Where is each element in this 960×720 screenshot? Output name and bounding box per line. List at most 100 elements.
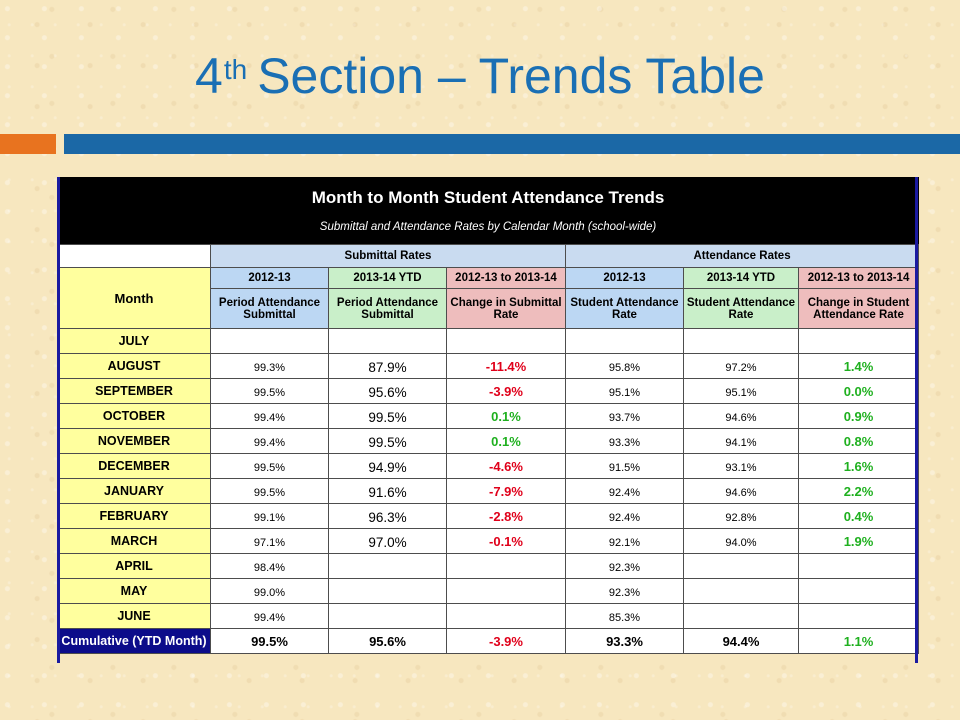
table-row: MAY 99.0% 92.3% — [57, 578, 920, 604]
attendance-change-cell: 0.9% — [797, 403, 920, 429]
month-name-cell: OCTOBER — [57, 403, 211, 429]
header-student-attendance-1314: Student Attendance Rate — [683, 288, 799, 329]
attendance-change-cell — [797, 328, 920, 354]
table-row: OCTOBER 99.4% 99.5% 0.1% 93.7% 94.6% 0.9% — [57, 403, 920, 429]
submittal-2013-14-cell — [328, 328, 447, 354]
submittal-2012-13-cell: 99.1% — [210, 503, 329, 529]
month-name-cell: FEBRUARY — [57, 503, 211, 529]
header-line: Rate — [612, 308, 637, 321]
month-name-cell: DECEMBER — [57, 453, 211, 479]
submittal-2013-14-cell: 99.5% — [328, 428, 447, 454]
group-submittal-rates: Submittal Rates — [210, 244, 566, 268]
submittal-2013-14-cell: 91.6% — [328, 478, 447, 504]
submittal-2012-13-cell: 99.4% — [210, 403, 329, 429]
submittal-2012-13-cell: 99.3% — [210, 353, 329, 379]
table-left-edge — [57, 177, 60, 663]
submittal-2013-14-cell: 94.9% — [328, 453, 447, 479]
header-period-submittal-1213: Period Attendance Submittal — [210, 288, 329, 329]
month-name-cell: JANUARY — [57, 478, 211, 504]
submittal-2012-13-cell: 98.4% — [210, 553, 329, 579]
header-line: Change in Submittal — [450, 296, 562, 309]
submittal-2013-14-cell: 87.9% — [328, 353, 447, 379]
slide-title-superscript: th — [223, 54, 248, 85]
month-name-cell: NOVEMBER — [57, 428, 211, 454]
table-row: FEBRUARY 99.1% 96.3% -2.8% 92.4% 92.8% 0.4% — [57, 503, 920, 529]
attendance-2013-14-cell — [683, 328, 799, 354]
submittal-change-cell: 0.1% — [446, 428, 566, 454]
table-row: JANUARY 99.5% 91.6% -7.9% 92.4% 94.6% 2.2% — [57, 478, 920, 504]
table-row: AUGUST 99.3% 87.9% -11.4% 95.8% 97.2% 1.4% — [57, 353, 920, 379]
table-row: APRIL 98.4% 92.3% — [57, 553, 920, 579]
cumulative-att-1213: 93.3% — [565, 628, 684, 654]
header-att-change: 2012-13 to 2013-14 — [797, 267, 920, 289]
table-title-row: Month to Month Student Attendance Trends — [57, 177, 919, 210]
attendance-change-cell — [797, 603, 920, 629]
attendance-2012-13-cell: 95.8% — [565, 353, 684, 379]
table-row: MARCH 97.1% 97.0% -0.1% 92.1% 94.0% 1.9% — [57, 528, 920, 554]
header-line: Submittal — [243, 308, 296, 321]
month-name-cell: JULY — [57, 328, 211, 354]
blank-corner-cell — [57, 244, 211, 268]
slide-title-text: Section – Trends Table — [257, 48, 765, 104]
submittal-change-cell: 0.1% — [446, 403, 566, 429]
header-student-attendance-1213: Student Attendance Rate — [565, 288, 684, 329]
attendance-2013-14-cell: 94.0% — [683, 528, 799, 554]
header-sub-2012-13: 2012-13 — [210, 267, 329, 289]
table-row: NOVEMBER 99.4% 99.5% 0.1% 93.3% 94.1% 0.8% — [57, 428, 920, 454]
header-line: Change in Student — [807, 296, 910, 309]
attendance-change-cell: 1.4% — [797, 353, 920, 379]
submittal-change-cell — [446, 328, 566, 354]
attendance-change-cell — [797, 553, 920, 579]
cumulative-sub-1314: 95.6% — [328, 628, 447, 654]
attendance-change-cell: 2.2% — [797, 478, 920, 504]
cumulative-label: Cumulative (YTD Month) — [57, 628, 211, 654]
trends-table-container: Month to Month Student Attendance Trends… — [57, 177, 920, 663]
slide-title-number: 4 — [195, 48, 223, 104]
submittal-2012-13-cell: 99.0% — [210, 578, 329, 604]
cumulative-row: Cumulative (YTD Month) 99.5% 95.6% -3.9%… — [57, 628, 920, 654]
attendance-change-cell: 0.4% — [797, 503, 920, 529]
attendance-2013-14-cell: 94.6% — [683, 478, 799, 504]
month-name-cell: MARCH — [57, 528, 211, 554]
header-change-submittal: Change in Submittal Rate — [446, 288, 566, 329]
header-sub-2013-14-ytd: 2013-14 YTD — [328, 267, 447, 289]
attendance-2013-14-cell: 97.2% — [683, 353, 799, 379]
submittal-2013-14-cell: 96.3% — [328, 503, 447, 529]
submittal-2012-13-cell — [210, 328, 329, 354]
attendance-2013-14-cell — [683, 578, 799, 604]
header-sub-change: 2012-13 to 2013-14 — [446, 267, 566, 289]
month-column-header: Month — [57, 267, 211, 329]
submittal-2013-14-cell: 99.5% — [328, 403, 447, 429]
submittal-2013-14-cell: 97.0% — [328, 528, 447, 554]
submittal-change-cell — [446, 603, 566, 629]
header-period-submittal-1314: Period Attendance Submittal — [328, 288, 447, 329]
attendance-2012-13-cell: 92.1% — [565, 528, 684, 554]
header-line: Period Attendance — [336, 296, 439, 309]
month-name-cell: MAY — [57, 578, 211, 604]
attendance-2013-14-cell: 92.8% — [683, 503, 799, 529]
trends-table: Month to Month Student Attendance Trends… — [57, 177, 920, 654]
submittal-2013-14-cell — [328, 603, 447, 629]
attendance-2012-13-cell: 92.3% — [565, 553, 684, 579]
attendance-2013-14-cell — [683, 603, 799, 629]
table-subtitle-row: Submittal and Attendance Rates by Calend… — [57, 210, 919, 245]
attendance-2012-13-cell: 95.1% — [565, 378, 684, 404]
attendance-2012-13-cell: 93.7% — [565, 403, 684, 429]
submittal-change-cell: -3.9% — [446, 378, 566, 404]
submittal-2012-13-cell: 99.4% — [210, 428, 329, 454]
table-subtitle: Submittal and Attendance Rates by Calend… — [57, 210, 919, 245]
cumulative-sub-change: -3.9% — [446, 628, 566, 654]
submittal-change-cell: -4.6% — [446, 453, 566, 479]
header-line: Student Attendance — [570, 296, 679, 309]
accent-bar-blue — [64, 134, 960, 154]
header-change-attendance: Change in Student Attendance Rate — [797, 288, 920, 329]
header-line: Attendance Rate — [813, 308, 904, 321]
attendance-change-cell: 0.0% — [797, 378, 920, 404]
attendance-2012-13-cell: 93.3% — [565, 428, 684, 454]
cumulative-sub-1213: 99.5% — [210, 628, 329, 654]
header-line: Rate — [493, 308, 519, 321]
header-line: Submittal — [361, 308, 414, 321]
submittal-change-cell: -11.4% — [446, 353, 566, 379]
submittal-2013-14-cell: 95.6% — [328, 378, 447, 404]
submittal-2013-14-cell — [328, 578, 447, 604]
